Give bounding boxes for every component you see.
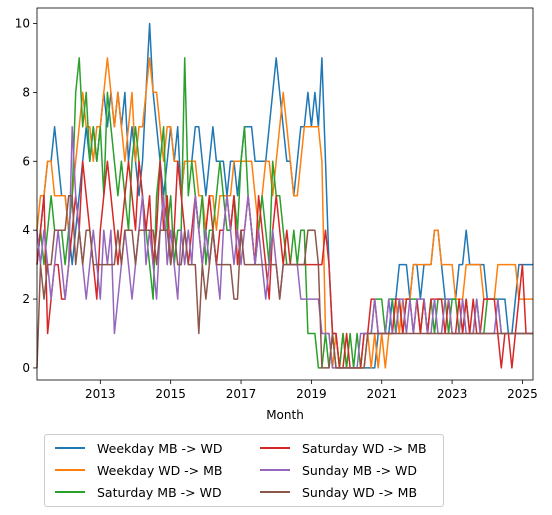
series-line-2 bbox=[36, 57, 533, 369]
x-tick-label: 2015 bbox=[155, 387, 186, 401]
legend-swatch bbox=[55, 491, 85, 493]
legend-label: Sunday WD -> MB bbox=[302, 484, 418, 500]
legend-label: Weekday WD -> MB bbox=[97, 462, 223, 478]
series-line-6 bbox=[36, 194, 533, 369]
plot-frame bbox=[36, 7, 534, 381]
x-tick-label: 2013 bbox=[85, 387, 116, 401]
legend-item: Sunday MB -> WD bbox=[260, 460, 417, 480]
y-tick-label: 6 bbox=[22, 154, 30, 168]
x-tick-label: 2021 bbox=[366, 387, 397, 401]
legend-label: Weekday MB -> WD bbox=[97, 440, 223, 456]
x-tick-label: 2017 bbox=[226, 387, 257, 401]
legend-swatch bbox=[260, 469, 290, 471]
legend-swatch bbox=[55, 469, 85, 471]
x-axis-label: Month bbox=[266, 408, 304, 422]
legend-label: Saturday WD -> MB bbox=[302, 440, 427, 456]
x-axis: 2013 2015 2017 2019 2021 2023 2025 bbox=[85, 380, 538, 401]
y-tick-label: 10 bbox=[15, 17, 30, 31]
x-tick-label: 2023 bbox=[437, 387, 468, 401]
legend-item: Saturday WD -> MB bbox=[260, 438, 427, 458]
y-tick-label: 8 bbox=[22, 85, 30, 99]
legend-item: Weekday WD -> MB bbox=[55, 460, 223, 480]
y-tick-label: 0 bbox=[22, 361, 30, 375]
legend-item: Weekday MB -> WD bbox=[55, 438, 223, 458]
legend-swatch bbox=[260, 491, 290, 493]
legend-label: Sunday MB -> WD bbox=[302, 462, 418, 478]
legend: Weekday MB -> WD Weekday WD -> MB Saturday… bbox=[44, 434, 444, 507]
y-axis: 0 2 4 6 8 10 bbox=[15, 17, 37, 375]
x-tick-label: 2025 bbox=[507, 387, 538, 401]
legend-item: Saturday MB -> WD bbox=[55, 482, 222, 502]
series-lines bbox=[36, 22, 533, 369]
legend-swatch bbox=[55, 447, 85, 449]
y-tick-label: 2 bbox=[22, 292, 30, 306]
legend-swatch bbox=[260, 447, 290, 449]
legend-label: Saturday MB -> WD bbox=[97, 484, 222, 500]
legend-item: Sunday WD -> MB bbox=[260, 482, 417, 502]
x-tick-label: 2019 bbox=[296, 387, 327, 401]
y-tick-label: 4 bbox=[22, 223, 30, 237]
